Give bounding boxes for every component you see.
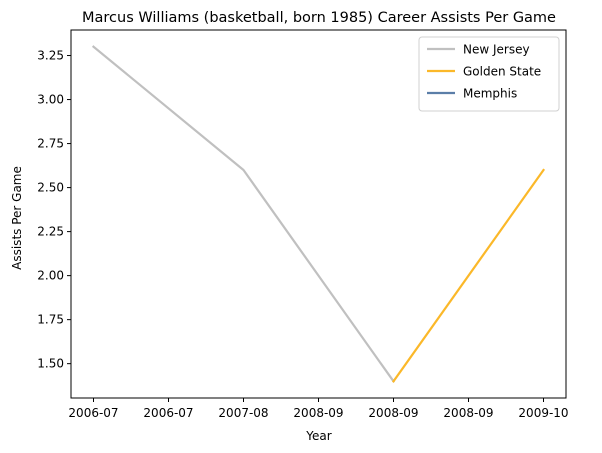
y-tick-label: 1.75 <box>37 313 64 327</box>
legend-label: Memphis <box>463 87 517 101</box>
y-axis-label: Assists Per Game <box>10 166 24 270</box>
x-tick-label: 2006-07 <box>68 406 118 420</box>
x-axis: 2006-07 2006-07 2007-08 2008-09 2008-09 2008-… <box>68 398 568 420</box>
series-line-0 <box>94 47 394 382</box>
y-tick-label: 2.50 <box>37 181 64 195</box>
legend-label: Golden State <box>463 65 541 79</box>
y-axis: 1.50 1.75 2.00 2.25 2.50 2.75 3.00 3.25 <box>37 49 71 371</box>
legend: New Jersey Golden State Memphis <box>419 37 559 111</box>
x-tick-label: 2008-09 <box>443 406 493 420</box>
y-tick-label: 2.25 <box>37 225 64 239</box>
y-tick-label: 2.75 <box>37 137 64 151</box>
x-axis-label: Year <box>305 429 331 443</box>
legend-label: New Jersey <box>463 43 530 57</box>
y-tick-label: 3.00 <box>37 93 64 107</box>
x-tick-label: 2008-09 <box>293 406 343 420</box>
y-tick-label: 1.50 <box>37 357 64 371</box>
series-line-1 <box>394 170 544 381</box>
y-tick-label: 3.25 <box>37 49 64 63</box>
chart-title: Marcus Williams (basketball, born 1985) … <box>82 10 556 26</box>
y-tick-label: 2.00 <box>37 269 64 283</box>
x-tick-label: 2008-09 <box>368 406 418 420</box>
x-tick-label: 2006-07 <box>143 406 193 420</box>
x-tick-label: 2009-10 <box>518 406 568 420</box>
x-tick-label: 2007-08 <box>218 406 268 420</box>
